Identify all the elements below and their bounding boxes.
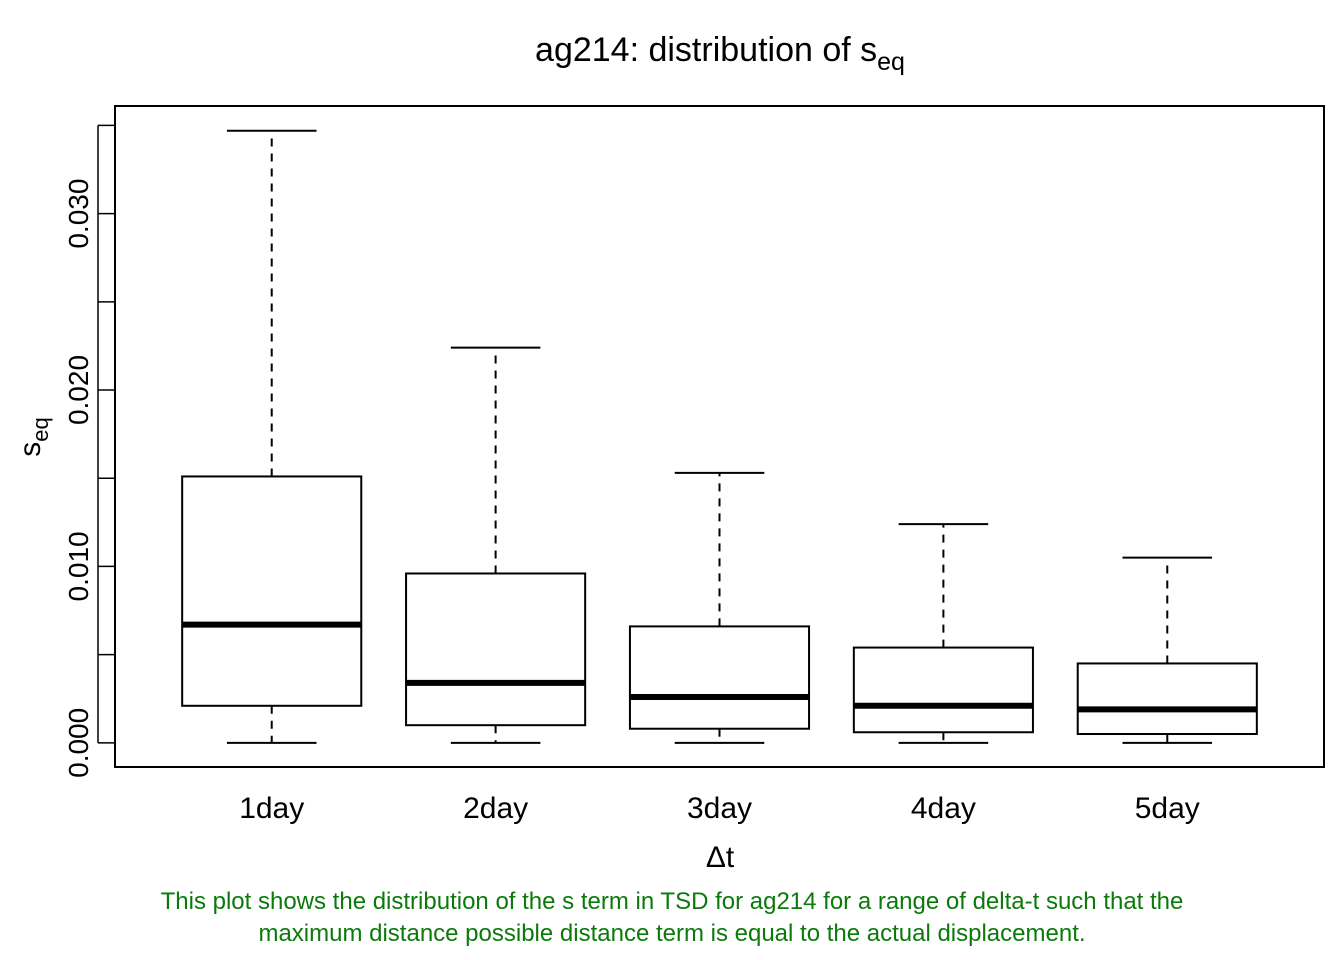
- y-tick-label: 0.010: [63, 531, 94, 601]
- x-tick-label: 2day: [463, 792, 528, 825]
- x-tick-label: 1day: [239, 792, 304, 825]
- y-tick-label: 0.030: [63, 179, 94, 249]
- box-1day: [181, 129, 363, 744]
- box-iqr: [628, 625, 811, 730]
- x-tick-label: 3day: [687, 792, 752, 825]
- x-tick-label: 5day: [1135, 792, 1200, 825]
- y-tick-label: 0.000: [63, 708, 94, 778]
- box-series: [181, 129, 1258, 744]
- caption-line-1: This plot shows the distribution of the …: [160, 888, 1184, 915]
- box-iqr: [405, 572, 587, 727]
- box-iqr: [181, 475, 363, 707]
- x-tick-label: 4day: [911, 792, 976, 825]
- x-axis: 1day 2day 3day 4day 5day: [239, 767, 1200, 825]
- box-3day: [628, 471, 811, 744]
- box-5day: [1076, 556, 1258, 744]
- box-4day: [852, 523, 1034, 744]
- box-iqr: [852, 646, 1034, 734]
- box-iqr: [1076, 662, 1258, 736]
- y-tick-label: 0.020: [63, 355, 94, 425]
- chart-title: ag214: distribution of seq: [535, 31, 905, 76]
- box-2day: [405, 346, 587, 744]
- x-axis-label: Δt: [706, 841, 735, 874]
- caption-line-2: maximum distance possible distance term …: [258, 920, 1086, 947]
- y-axis-label: seq: [14, 417, 53, 456]
- boxplot-chart: ag214: distribution of seq 0.0000.0100.0…: [14, 31, 1325, 874]
- figure-caption: This plot shows the distribution of the …: [0, 886, 1344, 950]
- y-axis: 0.000 0.010 0.020 0.030: [63, 124, 115, 778]
